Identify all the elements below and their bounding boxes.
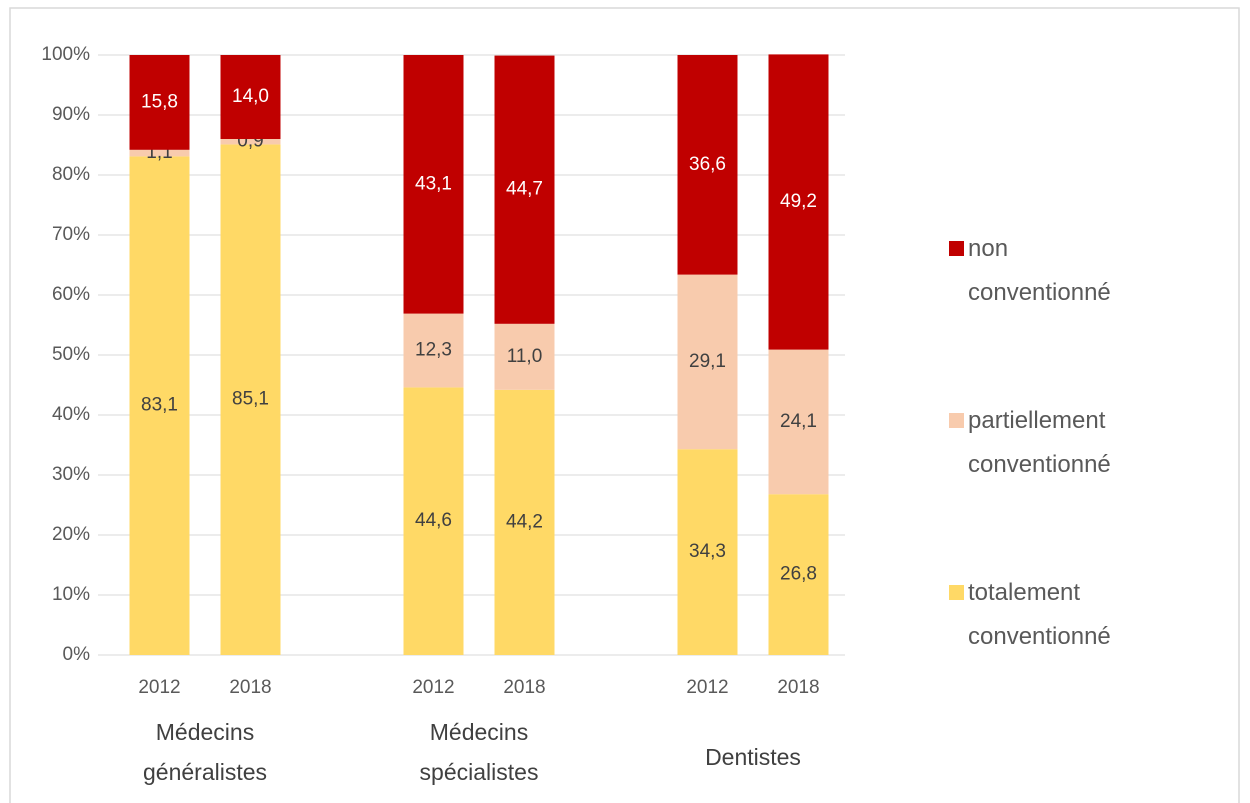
bar-segment <box>220 139 281 145</box>
value-label: 15,8 <box>141 91 178 112</box>
x-tick-label: 2012 <box>138 677 180 698</box>
value-label: 83,1 <box>141 395 178 416</box>
value-label: 34,3 <box>689 541 726 562</box>
group-label: Médecins spécialistes <box>419 719 539 785</box>
y-tick-label: 60% <box>52 284 90 305</box>
legend-label: totalement conventionné <box>968 579 1111 650</box>
legend-label: non conventionné <box>968 235 1111 306</box>
bar-segment <box>677 274 738 450</box>
value-label: 26,8 <box>780 564 817 585</box>
bar-segment <box>220 144 281 655</box>
y-tick-label: 70% <box>52 224 90 245</box>
value-label: 11,0 <box>507 346 543 367</box>
bar-segment <box>129 149 190 157</box>
bar-segment <box>494 323 555 390</box>
bar-segment <box>129 156 190 655</box>
value-label: 44,2 <box>506 511 543 532</box>
y-tick-label: 10% <box>52 584 90 605</box>
x-tick-label: 2018 <box>503 677 545 698</box>
y-tick-label: 30% <box>52 464 90 485</box>
bar-segment <box>768 54 829 350</box>
group-label: Médecins généralistes <box>142 719 268 785</box>
value-label: 14,0 <box>232 86 269 107</box>
y-tick-label: 20% <box>52 524 90 545</box>
legend-swatch <box>949 413 964 428</box>
bar-segment <box>768 349 829 495</box>
value-label: 36,6 <box>689 154 726 175</box>
y-tick-label: 100% <box>41 44 90 65</box>
bar-segment <box>677 55 738 275</box>
bar-segment <box>220 55 281 139</box>
y-tick-label: 50% <box>52 344 90 365</box>
value-label: 85,1 <box>232 389 269 410</box>
bar-segment <box>494 55 555 324</box>
bar-segment <box>403 387 464 655</box>
y-tick-label: 0% <box>63 644 91 665</box>
legend-swatch <box>949 241 964 256</box>
group-label: Dentistes <box>705 744 801 770</box>
value-label: 49,2 <box>780 191 817 212</box>
bar-segment <box>129 55 190 150</box>
legend-label: partiellement conventionné <box>968 407 1111 478</box>
bar-segment <box>677 449 738 655</box>
x-tick-label: 2012 <box>686 677 728 698</box>
x-tick-label: 2012 <box>412 677 454 698</box>
x-tick-label: 2018 <box>229 677 271 698</box>
value-label: 12,3 <box>415 340 452 361</box>
bar-segment <box>403 313 464 388</box>
bar-segment <box>494 389 555 655</box>
value-label: 43,1 <box>415 173 452 194</box>
y-tick-label: 40% <box>52 404 90 425</box>
value-label: 44,7 <box>506 179 543 200</box>
y-tick-label: 90% <box>52 104 90 125</box>
chart-frame <box>9 7 1240 803</box>
y-tick-label: 80% <box>52 164 90 185</box>
value-label: 29,1 <box>689 351 726 372</box>
bar-segment <box>403 55 464 314</box>
value-label: 44,6 <box>415 510 452 531</box>
value-label: 24,1 <box>780 411 817 432</box>
legend-swatch <box>949 585 964 600</box>
x-tick-label: 2018 <box>777 677 819 698</box>
bar-segment <box>768 494 829 655</box>
